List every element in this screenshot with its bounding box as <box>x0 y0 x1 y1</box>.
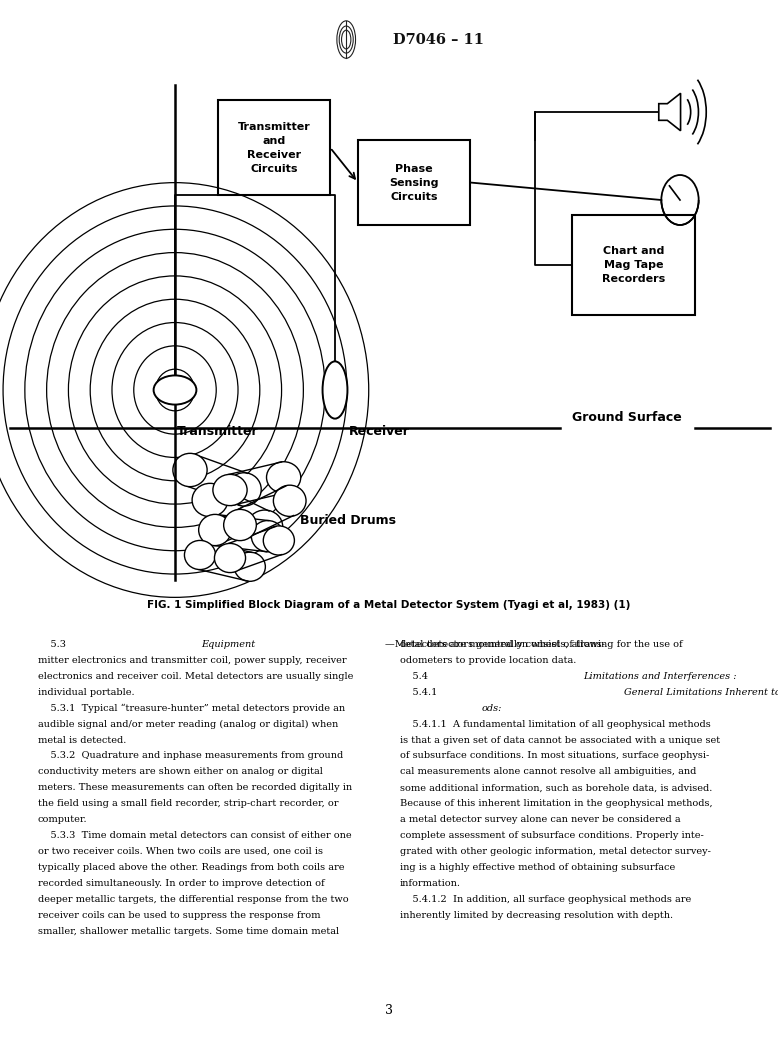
Text: audible signal and/or meter reading (analog or digital) when: audible signal and/or meter reading (ana… <box>38 719 338 729</box>
Text: cal measurements alone cannot resolve all ambiguities, and: cal measurements alone cannot resolve al… <box>400 767 696 777</box>
Polygon shape <box>659 94 681 131</box>
Text: Because of this inherent limitation in the geophysical methods,: Because of this inherent limitation in t… <box>400 799 713 808</box>
Text: D7046 – 11: D7046 – 11 <box>393 32 484 47</box>
Text: 5.3.1  Typical “treasure-hunter” metal detectors provide an: 5.3.1 Typical “treasure-hunter” metal de… <box>38 704 345 713</box>
Text: 5.4.1.2  In addition, all surface geophysical methods are: 5.4.1.2 In addition, all surface geophys… <box>400 895 691 904</box>
Ellipse shape <box>251 520 284 552</box>
Bar <box>218 100 330 195</box>
Ellipse shape <box>247 510 282 543</box>
Ellipse shape <box>234 552 265 581</box>
Text: ing is a highly effective method of obtaining subsurface: ing is a highly effective method of obta… <box>400 863 675 872</box>
Text: or two receiver coils. When two coils are used, one coil is: or two receiver coils. When two coils ar… <box>38 847 323 856</box>
Text: Limitations and Interferences :: Limitations and Interferences : <box>584 671 737 681</box>
Text: complete assessment of subsurface conditions. Properly inte-: complete assessment of subsurface condit… <box>400 831 704 840</box>
Text: General Limitations Inherent to Geophysical Meth-: General Limitations Inherent to Geophysi… <box>624 688 778 696</box>
Text: information.: information. <box>400 879 461 888</box>
Text: 5.3: 5.3 <box>38 640 69 649</box>
Text: detectors are mounted on wheels, allowing for the use of: detectors are mounted on wheels, allowin… <box>400 640 682 649</box>
Text: Ground Surface: Ground Surface <box>572 411 682 424</box>
Text: 3: 3 <box>385 1004 393 1016</box>
Text: computer.: computer. <box>38 815 88 824</box>
Ellipse shape <box>215 543 246 573</box>
Ellipse shape <box>198 514 231 545</box>
Text: some additional information, such as borehole data, is advised.: some additional information, such as bor… <box>400 783 713 792</box>
Text: ods:: ods: <box>482 704 502 713</box>
Text: odometers to provide location data.: odometers to provide location data. <box>400 656 576 665</box>
Ellipse shape <box>267 462 301 493</box>
Text: Chart and
Mag Tape
Recorders: Chart and Mag Tape Recorders <box>602 246 665 284</box>
Ellipse shape <box>273 485 306 516</box>
Text: Phase
Sensing
Circuits: Phase Sensing Circuits <box>389 163 439 202</box>
Text: grated with other geologic information, metal detector survey-: grated with other geologic information, … <box>400 847 711 856</box>
Text: conductivity meters are shown either on analog or digital: conductivity meters are shown either on … <box>38 767 323 777</box>
Text: 5.4.1: 5.4.1 <box>400 688 443 696</box>
Text: 5.4.1.1  A fundamental limitation of all geophysical methods: 5.4.1.1 A fundamental limitation of all … <box>400 719 711 729</box>
Text: mitter electronics and transmitter coil, power supply, receiver: mitter electronics and transmitter coil,… <box>38 656 347 665</box>
Text: metal is detected.: metal is detected. <box>38 736 126 744</box>
Text: a metal detector survey alone can never be considered a: a metal detector survey alone can never … <box>400 815 681 824</box>
Text: FIG. 1 Simplified Block Diagram of a Metal Detector System (Tyagi et al, 1983) (: FIG. 1 Simplified Block Diagram of a Met… <box>147 600 631 610</box>
Text: meters. These measurements can often be recorded digitally in: meters. These measurements can often be … <box>38 783 352 792</box>
Text: inherently limited by decreasing resolution with depth.: inherently limited by decreasing resolut… <box>400 911 673 920</box>
Text: smaller, shallower metallic targets. Some time domain metal: smaller, shallower metallic targets. Som… <box>38 926 339 936</box>
Text: recorded simultaneously. In order to improve detection of: recorded simultaneously. In order to imp… <box>38 879 324 888</box>
Ellipse shape <box>192 483 228 516</box>
Text: electronics and receiver coil. Metal detectors are usually single: electronics and receiver coil. Metal det… <box>38 671 353 681</box>
Text: individual portable.: individual portable. <box>38 688 135 696</box>
Ellipse shape <box>213 475 247 506</box>
Text: receiver coils can be used to suppress the response from: receiver coils can be used to suppress t… <box>38 911 321 920</box>
Text: is that a given set of data cannot be associated with a unique set: is that a given set of data cannot be as… <box>400 736 720 744</box>
Text: deeper metallic targets, the differential response from the two: deeper metallic targets, the differentia… <box>38 895 349 904</box>
Text: Transmitter
and
Receiver
Circuits: Transmitter and Receiver Circuits <box>237 122 310 174</box>
Text: the field using a small field recorder, strip-chart recorder, or: the field using a small field recorder, … <box>38 799 338 808</box>
Text: 5.3.2  Quadrature and inphase measurements from ground: 5.3.2 Quadrature and inphase measurement… <box>38 752 343 761</box>
Text: Equipment: Equipment <box>202 640 255 649</box>
Text: Transmitter: Transmitter <box>177 425 259 438</box>
Text: 5.3.3  Time domain metal detectors can consist of either one: 5.3.3 Time domain metal detectors can co… <box>38 831 352 840</box>
Text: Receiver: Receiver <box>349 425 410 438</box>
Ellipse shape <box>223 509 256 540</box>
Text: of subsurface conditions. In most situations, surface geophysi-: of subsurface conditions. In most situat… <box>400 752 710 761</box>
Bar <box>358 139 470 225</box>
Ellipse shape <box>323 361 348 418</box>
Bar <box>572 215 695 315</box>
Text: typically placed above the other. Readings from both coils are: typically placed above the other. Readin… <box>38 863 345 872</box>
Ellipse shape <box>263 526 294 555</box>
Text: —Metal detectors generally consist of trans-: —Metal detectors generally consist of tr… <box>384 640 605 649</box>
Text: Buried Drums: Buried Drums <box>300 513 396 527</box>
Ellipse shape <box>153 376 196 405</box>
Ellipse shape <box>173 453 207 486</box>
Text: 5.4: 5.4 <box>400 671 434 681</box>
Ellipse shape <box>227 473 261 506</box>
Ellipse shape <box>184 540 216 569</box>
